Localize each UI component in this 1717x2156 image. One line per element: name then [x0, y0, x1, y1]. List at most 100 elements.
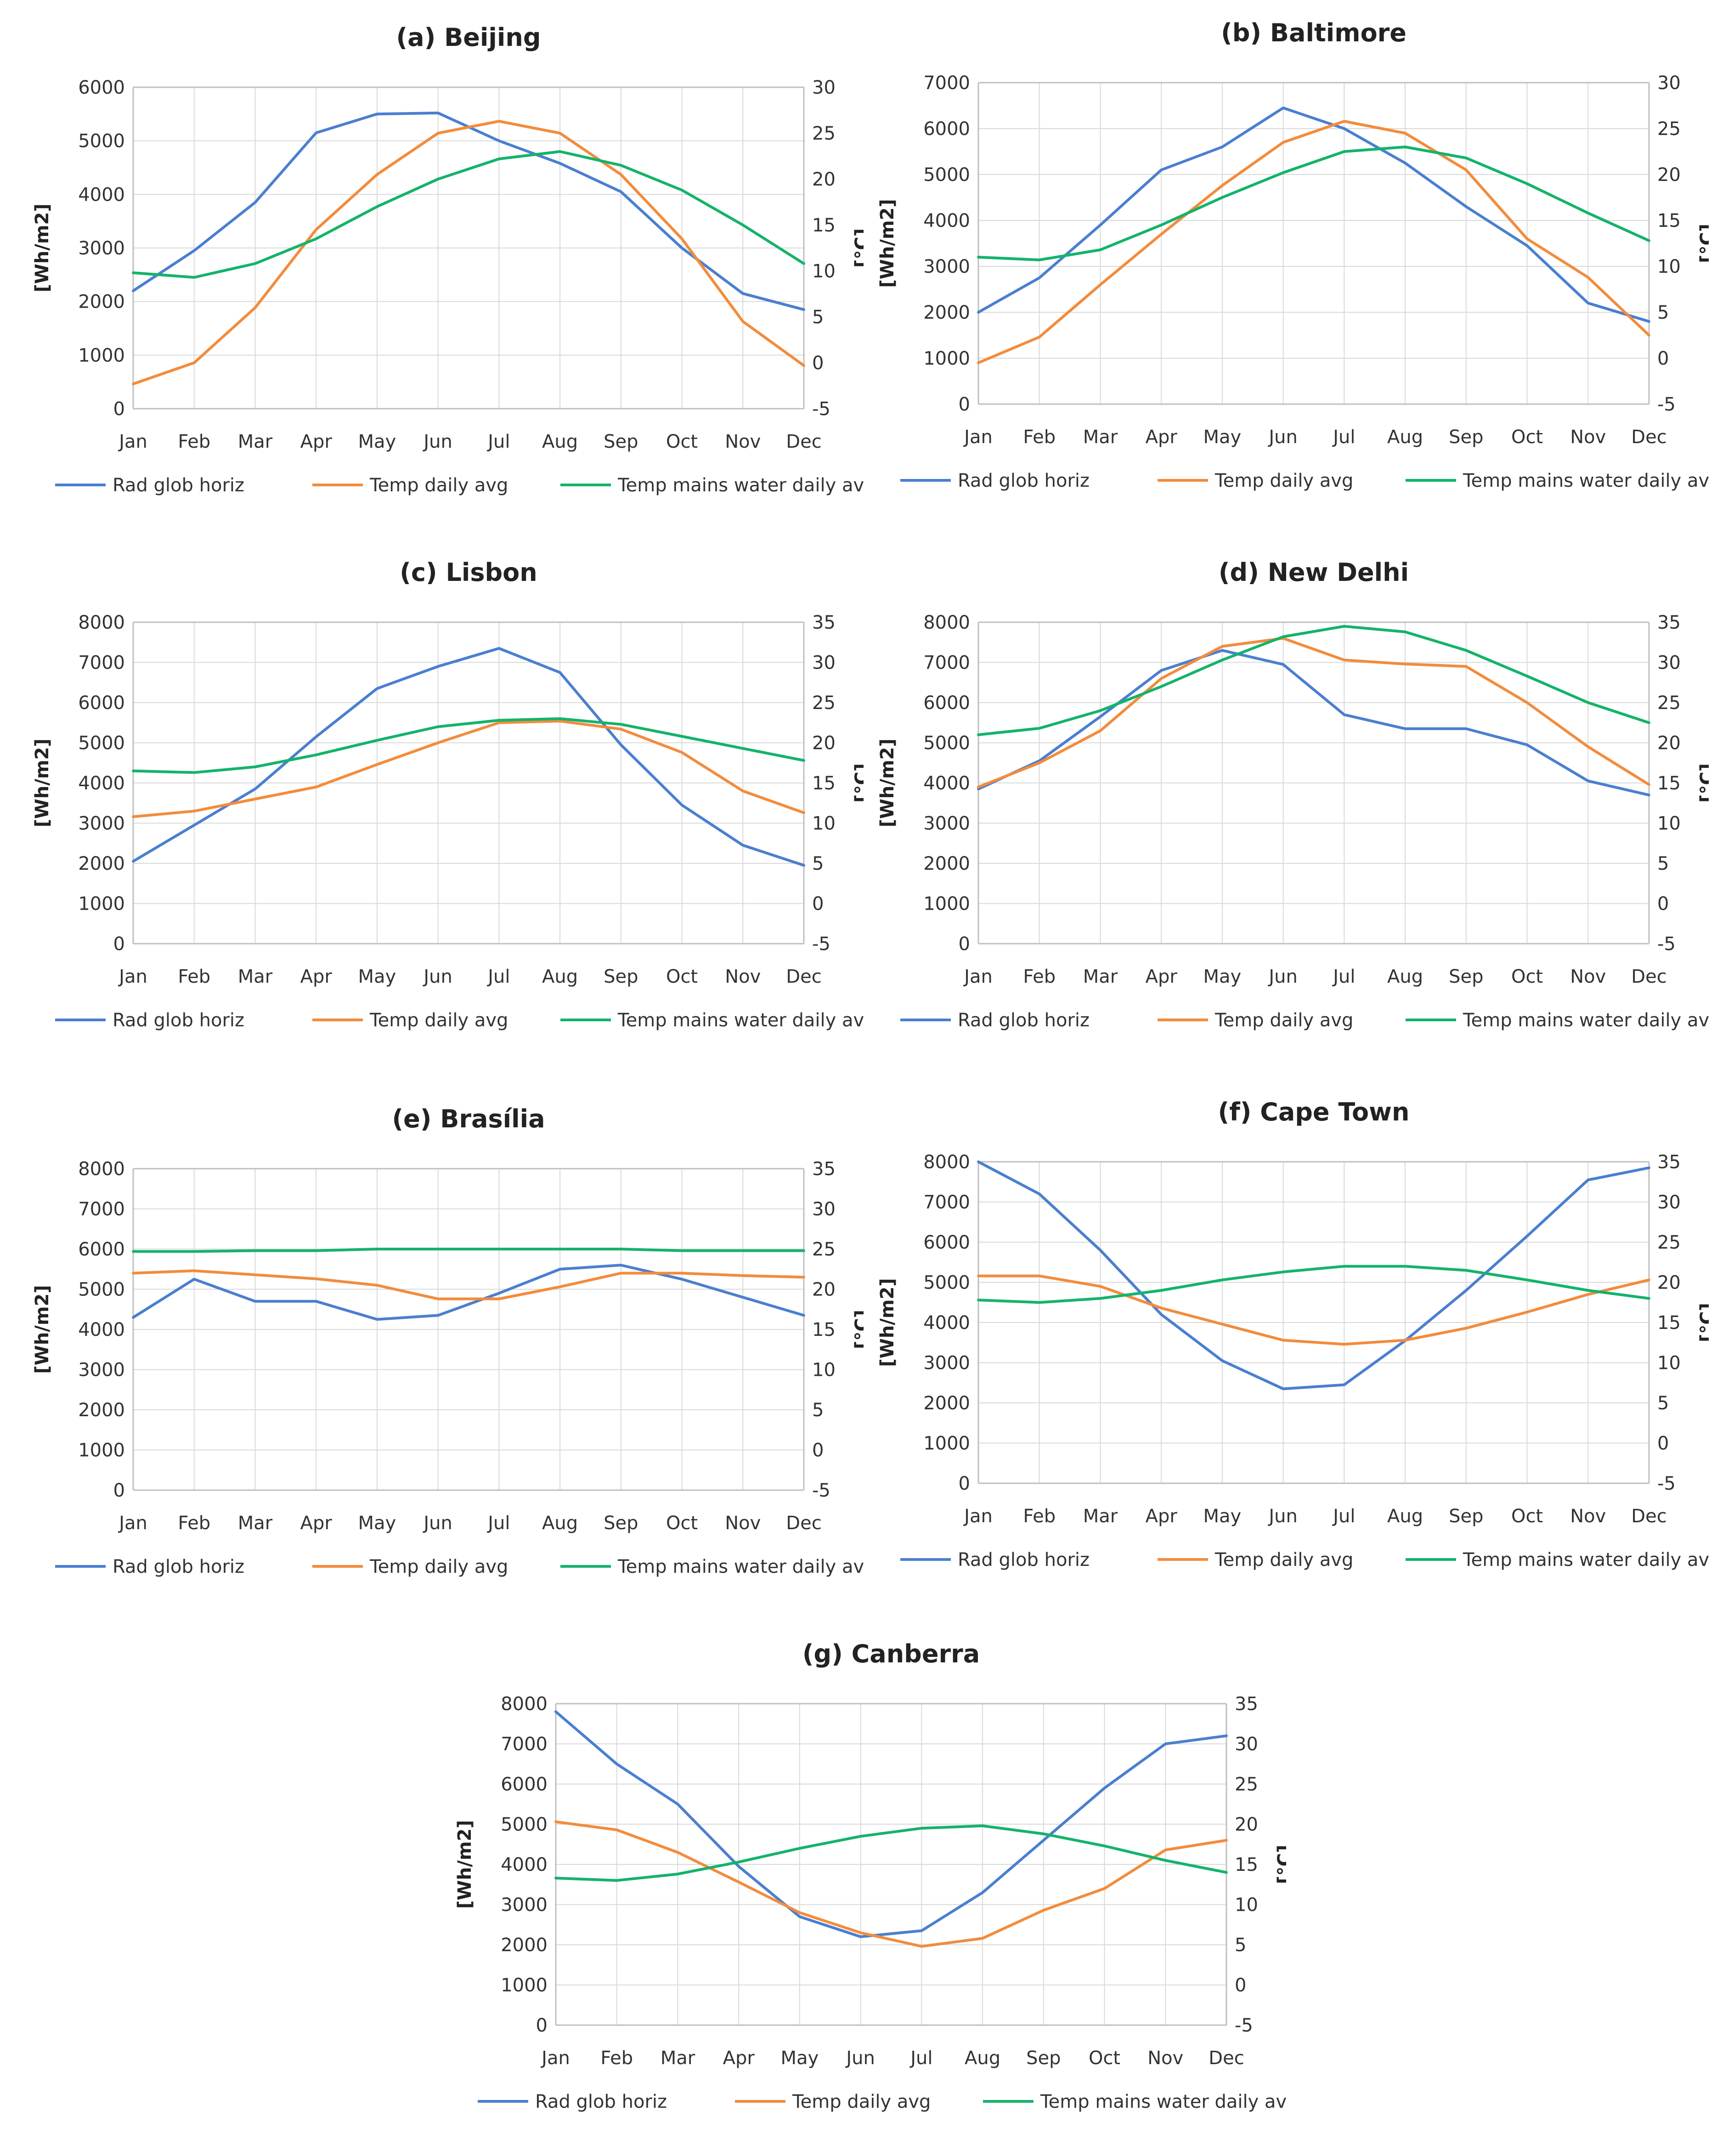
- x-tick-label: Mar: [1083, 427, 1118, 448]
- y2-tick-label: 25: [1657, 118, 1681, 140]
- x-tick-label: Oct: [1089, 2048, 1120, 2069]
- x-tick-label: May: [1203, 427, 1242, 448]
- y-tick-label: 2000: [923, 853, 970, 874]
- y-tick-label: 4000: [501, 1854, 548, 1875]
- x-tick-label: Jan: [540, 2048, 570, 2069]
- legend-label-temp-mains-water-daily-avg: Temp mains water daily avg: [617, 1556, 864, 1577]
- series-line-rad-glob-horiz: [132, 1264, 805, 1321]
- chart-title: (c) Lisbon: [400, 558, 537, 587]
- x-tick-label: Feb: [1023, 427, 1056, 448]
- y2-tick-label: 10: [1657, 813, 1681, 834]
- y-tick-label: 6000: [923, 1232, 970, 1253]
- chart-title: (b) Baltimore: [1221, 18, 1406, 47]
- y2-tick-label: -5: [1235, 2015, 1253, 2036]
- legend-label-temp-daily-avg: Temp daily avg: [1214, 1010, 1353, 1031]
- x-tick-label: Mar: [661, 2048, 695, 2069]
- x-tick-label: Jul: [1332, 427, 1355, 448]
- x-tick-label: Oct: [666, 966, 698, 987]
- y-tick-label: 8000: [923, 1152, 970, 1173]
- y-tick-label: 2000: [78, 1400, 125, 1421]
- legend-label-temp-mains-water-daily-avg: Temp mains water daily avg: [1463, 1010, 1709, 1031]
- x-tick-label: Apr: [300, 431, 333, 452]
- y2-tick-label: 30: [1657, 653, 1681, 674]
- x-tick-label: Sep: [1449, 1506, 1483, 1527]
- y2-tick-label: 35: [1657, 1152, 1681, 1173]
- x-tick-label: Jul: [1332, 966, 1355, 987]
- series-line-temp-mains-water-daily-avg: [554, 1824, 1228, 1882]
- y2-tick-label: 5: [812, 307, 824, 328]
- y-tick-label: 2000: [78, 853, 125, 874]
- y-axis-label: [Wh/m2]: [32, 203, 53, 292]
- series-line-temp-mains-water-daily-avg: [132, 1248, 805, 1253]
- y2-axis-label: [°C]: [1274, 1845, 1286, 1884]
- legend-label-temp-mains-water-daily-avg: Temp mains water daily avg: [617, 1010, 864, 1031]
- legend-label-rad-glob-horiz: Rad glob horiz: [958, 1010, 1090, 1031]
- y2-tick-label: 15: [1657, 210, 1681, 231]
- y-tick-label: 0: [959, 394, 970, 415]
- x-tick-label: Jul: [486, 966, 510, 987]
- y2-tick-label: 30: [1657, 73, 1681, 94]
- x-tick-label: May: [358, 966, 396, 987]
- legend-label-rad-glob-horiz: Rad glob horiz: [958, 470, 1090, 491]
- y2-tick-label: 5: [1657, 853, 1669, 874]
- y-tick-label: 5000: [923, 164, 970, 186]
- chart-title: (f) Cape Town: [1218, 1098, 1410, 1126]
- y-tick-label: 1000: [923, 1433, 970, 1454]
- x-tick-label: Feb: [178, 431, 210, 452]
- y2-tick-label: 15: [1657, 1312, 1681, 1334]
- x-tick-label: Feb: [1023, 966, 1056, 987]
- y-tick-label: 0: [113, 1480, 125, 1501]
- y2-tick-label: 25: [1235, 1774, 1258, 1795]
- x-tick-label: Jul: [1332, 1506, 1355, 1527]
- chart-panel-baltimore: (b) Baltimore 0 1000 2000 3000 4000 5000 6000 70…: [873, 5, 1709, 533]
- y2-tick-label: 5: [812, 853, 824, 874]
- series-line-temp-daily-avg: [132, 720, 805, 818]
- x-tick-label: Dec: [1631, 1506, 1666, 1527]
- series-line-temp-daily-avg: [977, 637, 1650, 788]
- y2-tick-label: 30: [812, 653, 836, 674]
- y2-tick-label: -5: [812, 1480, 830, 1501]
- x-tick-label: May: [358, 1513, 396, 1534]
- legend-label-temp-daily-avg: Temp daily avg: [1214, 470, 1353, 491]
- y-tick-label: 6000: [923, 692, 970, 714]
- legend-label-temp-daily-avg: Temp daily avg: [369, 475, 508, 496]
- x-tick-label: Mar: [1083, 966, 1118, 987]
- y2-tick-label: 30: [812, 77, 836, 98]
- x-tick-label: Nov: [725, 1513, 761, 1534]
- series-line-temp-mains-water-daily-avg: [977, 146, 1650, 261]
- y-tick-label: 0: [113, 934, 125, 955]
- y2-tick-label: 20: [1235, 1814, 1258, 1835]
- x-tick-label: Aug: [1387, 1506, 1423, 1527]
- x-tick-label: May: [1203, 966, 1242, 987]
- y2-tick-label: -5: [1657, 934, 1676, 955]
- x-tick-label: Apr: [723, 2048, 755, 2069]
- y-axis-label: [Wh/m2]: [454, 1820, 475, 1908]
- series-line-rad-glob-horiz: [977, 649, 1650, 797]
- y2-tick-label: 35: [1235, 1694, 1258, 1715]
- y-tick-label: 3000: [923, 1353, 970, 1374]
- chart-title: (e) Brasília: [392, 1104, 545, 1133]
- x-tick-label: Feb: [178, 1513, 210, 1534]
- y-tick-label: 2000: [923, 302, 970, 323]
- y2-tick-label: 25: [1657, 692, 1681, 714]
- legend-label-temp-mains-water-daily-avg: Temp mains water daily avg: [617, 475, 864, 496]
- y-tick-label: 5000: [923, 733, 970, 754]
- y-tick-label: 2000: [923, 1393, 970, 1414]
- chart-svg: (a) Beijing 0 1000 2000 3000 4000 5000 6000 -5 0 5…: [32, 23, 864, 496]
- y2-tick-label: 30: [1657, 1192, 1681, 1213]
- y2-tick-label: 5: [1657, 302, 1669, 323]
- y2-tick-label: 5: [812, 1400, 824, 1421]
- y2-tick-label: 30: [812, 1199, 836, 1220]
- y2-axis-label: [°C]: [852, 763, 864, 803]
- series-line-rad-glob-horiz: [977, 107, 1650, 323]
- y-tick-label: 3000: [923, 256, 970, 277]
- x-tick-label: Jun: [845, 2048, 875, 2069]
- x-tick-label: Sep: [604, 966, 638, 987]
- legend-label-temp-mains-water-daily-avg: Temp mains water daily avg: [1040, 2091, 1286, 2112]
- x-tick-label: Dec: [786, 431, 821, 452]
- y2-tick-label: 10: [812, 813, 836, 834]
- x-tick-label: Mar: [238, 1513, 273, 1534]
- y-tick-label: 1000: [923, 348, 970, 369]
- x-tick-label: Nov: [725, 431, 761, 452]
